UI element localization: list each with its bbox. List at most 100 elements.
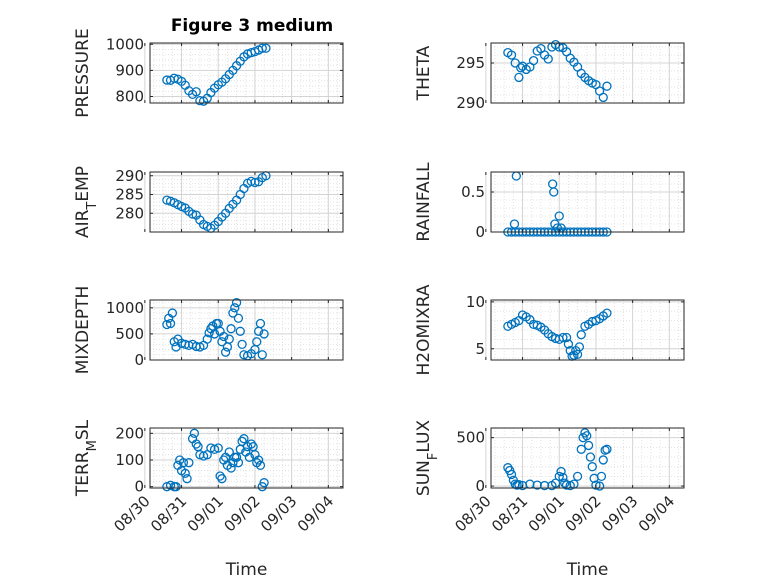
data-point <box>244 452 255 462</box>
y-tick-label: 0 <box>134 478 144 496</box>
data-point <box>187 209 198 219</box>
data-point <box>506 50 517 60</box>
data-point <box>539 480 550 491</box>
data-point <box>224 334 234 344</box>
y-tick-label: 0.5 <box>461 183 485 201</box>
data-point <box>182 474 192 484</box>
data-point <box>563 339 574 349</box>
subplot-4: 0 0.5 RAINFALL <box>414 162 685 242</box>
data-point <box>261 43 271 53</box>
data-point <box>165 318 176 329</box>
data-point <box>509 219 520 229</box>
data-point <box>257 43 267 53</box>
y-axis-label: THETA <box>414 45 434 101</box>
plot-area <box>491 172 684 232</box>
data-point <box>233 313 244 323</box>
data-point <box>514 72 524 83</box>
data-point <box>180 339 190 349</box>
data-point <box>252 337 262 347</box>
data-point <box>184 458 194 468</box>
data-point <box>561 332 572 343</box>
y-axis-label-part: TERR <box>73 451 93 497</box>
data-point <box>506 469 517 480</box>
data-point <box>574 342 585 352</box>
data-point <box>543 54 553 64</box>
axes-box <box>149 171 344 233</box>
y-axis-label-subscript: T <box>85 202 100 211</box>
y-axis-label: AIRTEMP <box>73 166 100 238</box>
data-point <box>220 347 231 357</box>
y-tick-label: 10 <box>466 293 485 311</box>
plot-area <box>491 43 684 103</box>
data-point <box>549 187 559 197</box>
y-tick-label: 500 <box>456 429 485 447</box>
data-point <box>202 334 212 344</box>
y-axis-label: SUNFLUX <box>414 420 441 497</box>
data-point <box>591 480 601 490</box>
data-point <box>602 308 612 318</box>
plot-area <box>150 428 343 488</box>
data-point <box>246 439 256 449</box>
data-point <box>250 177 260 188</box>
axes-box <box>490 427 685 489</box>
y-axis-label: MIXDEPTH <box>73 286 93 375</box>
data-point <box>558 332 568 343</box>
data-point <box>257 350 267 360</box>
axes-box <box>149 42 344 104</box>
data-point <box>219 331 229 342</box>
y-axis-label: TERRMSL <box>73 419 100 497</box>
data-point <box>237 339 247 349</box>
y-axis-label: RAINFALL <box>414 162 434 242</box>
y-axis-label-part: EMP <box>73 166 93 202</box>
data-point <box>598 92 608 103</box>
y-tick-label: 200 <box>115 424 144 442</box>
data-point <box>255 318 266 329</box>
data-point <box>576 330 586 340</box>
subplot-2: 290 295 THETA <box>414 39 685 112</box>
x-axis-label: Time <box>566 560 609 580</box>
data-point <box>191 87 201 97</box>
plot-area <box>150 43 343 103</box>
data-point <box>239 434 249 444</box>
y-tick-label: 0 <box>475 223 485 241</box>
subplot-1: 800 900 1000 PRESSURE <box>73 28 344 118</box>
data-point <box>528 55 539 66</box>
data-point <box>582 431 592 441</box>
data-point <box>253 455 264 465</box>
y-tick-label: 1000 <box>106 35 144 53</box>
data-point <box>231 452 242 462</box>
data-point <box>602 444 612 454</box>
y-tick-label: 290 <box>456 94 485 112</box>
data-point <box>554 211 564 221</box>
data-point <box>598 455 608 465</box>
data-point <box>178 458 189 468</box>
data-point <box>226 324 236 334</box>
y-tick-label: 100 <box>115 451 144 469</box>
y-tick-label: 295 <box>456 54 485 72</box>
figure-title: Figure 3 medium <box>171 16 333 36</box>
data-point <box>558 472 568 483</box>
data-point <box>572 471 583 482</box>
data-point <box>167 308 178 318</box>
y-axis-label-part: SUN <box>414 460 434 496</box>
axes-box <box>490 171 685 233</box>
y-axis-label-subscript: M <box>85 440 100 451</box>
y-tick-label: 290 <box>115 167 144 185</box>
data-point <box>230 303 240 313</box>
data-point <box>576 444 586 454</box>
data-point <box>171 482 181 492</box>
y-tick-label: 5 <box>475 340 485 358</box>
y-tick-label: 1000 <box>106 299 144 317</box>
data-point <box>215 471 225 481</box>
data-point <box>162 319 172 330</box>
y-tick-label: 280 <box>115 204 144 222</box>
axes-box <box>149 299 344 361</box>
axes-box <box>490 42 685 104</box>
y-axis-label-subscript: F <box>426 453 441 460</box>
data-point <box>217 474 227 484</box>
data-point <box>228 308 238 318</box>
data-point <box>255 460 266 470</box>
y-axis-label: H2OMIXRA <box>414 284 434 375</box>
data-point <box>231 297 242 308</box>
